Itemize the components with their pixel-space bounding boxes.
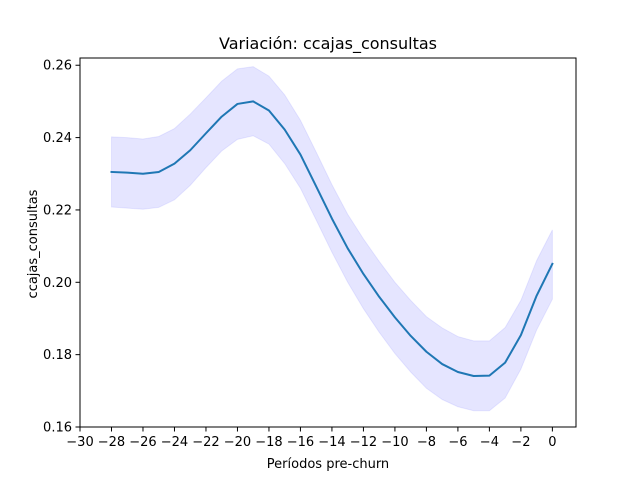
chart-title: Variación: ccajas_consultas [219,34,437,54]
x-tick-label: −8 [417,435,436,450]
x-tick-label: −24 [161,435,188,450]
x-tick-label: −12 [350,435,377,450]
y-axis: 0.16 0.18 0.20 0.22 0.24 0.26 [43,59,80,436]
x-tick-label: −26 [129,435,156,450]
x-tick-label: −20 [224,435,251,450]
series-line [110,100,554,377]
x-tick-label: −22 [192,435,219,450]
y-tick-label: 0.18 [43,348,72,363]
x-tick-label: −14 [318,435,345,450]
y-tick-label: 0.26 [43,59,72,74]
confidence-band [110,66,553,412]
x-tick-label: −10 [381,435,408,450]
x-axis-label: Períodos pre-churn [267,457,389,472]
y-tick-label: 0.24 [43,131,72,146]
y-tick-label: 0.16 [43,421,72,436]
x-tick-label: −28 [98,435,125,450]
x-tick-label: −6 [448,435,467,450]
y-axis-label: ccajas_consultas [26,189,41,298]
x-tick-label: 0 [548,435,556,450]
x-tick-label: −4 [480,435,499,450]
x-tick-label: −2 [511,435,530,450]
y-tick-label: 0.20 [43,276,72,291]
x-tick-label: −16 [287,435,314,450]
x-tick-label: −18 [255,435,282,450]
axes-frame [79,57,577,428]
x-axis: −30 −28 −26 −24 −22 −20 −18 −16 −14 −12 −10 −8 −6 −4−… [66,427,557,450]
x-tick-label: −30 [66,435,93,450]
y-tick-label: 0.22 [43,203,72,218]
plot-area [79,57,577,428]
